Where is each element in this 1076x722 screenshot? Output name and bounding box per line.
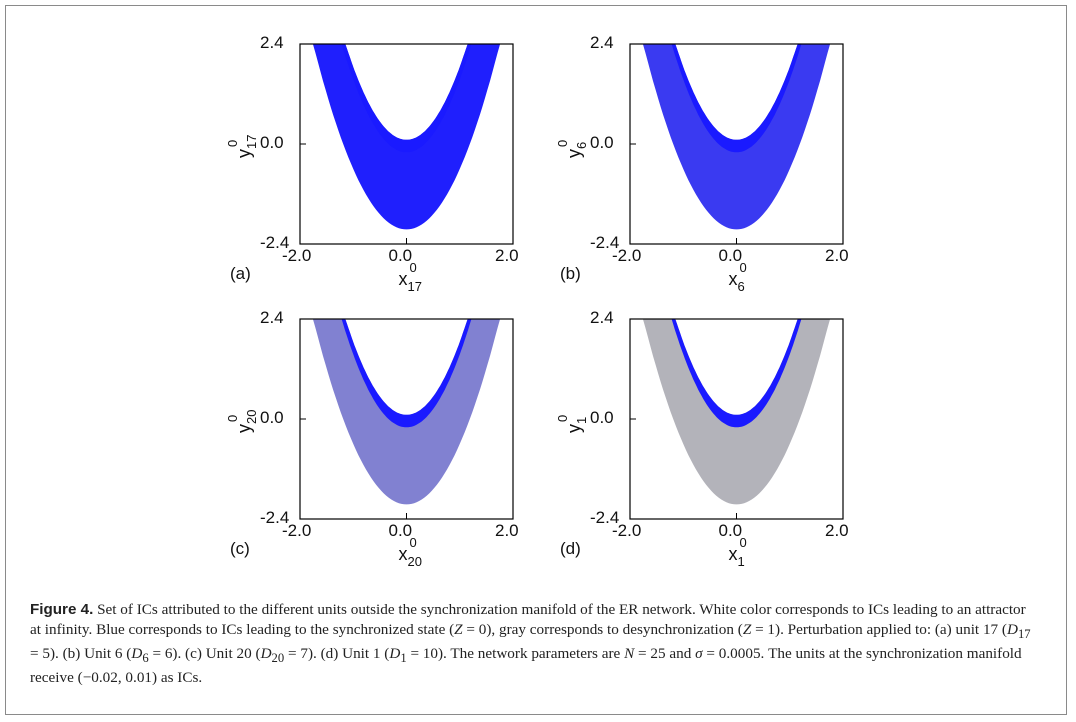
caption-text-3: = 1). Perturbation applied to: (a) unit … (751, 621, 1007, 638)
x-tick-label: 0.0 (388, 246, 413, 265)
caption-d1-sub: 1 (400, 651, 407, 666)
y-tick-label: 0.0 (590, 408, 614, 427)
x-tick-label: 2.0 (825, 521, 849, 540)
caption-text-8: = 25 and (634, 645, 696, 663)
panel-plot-b (629, 43, 844, 245)
caption-d17: D (1007, 621, 1018, 638)
y-tick-label: -2.4 (260, 233, 290, 252)
y-tick-label: -2.4 (260, 508, 290, 527)
x-tick-label: 2.0 (495, 246, 519, 265)
x-axis-label: x1 0 (728, 535, 747, 569)
x-tick-label: -2.0 (612, 246, 642, 265)
y-axis-label: y6 0 (555, 139, 589, 158)
caption-d6-sub: 6 (142, 651, 149, 666)
x-tick-label: -2.0 (282, 246, 312, 265)
caption-text-6: = 7). (d) Unit 1 ( (284, 645, 390, 663)
panel-label: (d) (560, 539, 581, 558)
panel-d: -2.0 0.0 2.0 2.4 0.0 -2.4 (d) x1 0 y1 0 (555, 295, 855, 569)
y-tick-label: -2.4 (590, 508, 620, 527)
caption-text-1: Set of ICs attributed to the different u… (30, 601, 1026, 638)
x-axis-label: x17 0 (398, 260, 422, 294)
x-tick-label: 2.0 (825, 246, 849, 265)
caption-d20-sub: 20 (271, 651, 285, 666)
y-tick-label: 0.0 (590, 133, 614, 152)
figure-caption: Figure 4. Set of ICs attributed to the d… (30, 600, 1040, 688)
caption-text-2: = 0), gray corresponds to desynchronizat… (462, 621, 743, 638)
y-tick-label: 2.4 (260, 308, 284, 327)
figure-4: -2.0 0.0 2.0 2.4 0.0 -2.4 (a) x17 0 y17 0 -2.0 0.0 2… (225, 20, 855, 569)
x-tick-label: 0.0 (718, 521, 743, 540)
caption-sigma: σ (695, 645, 703, 663)
panel-plot-c (299, 318, 514, 520)
caption-d6: D (131, 645, 143, 663)
panel-label: (b) (560, 264, 581, 283)
x-tick-label: 2.0 (495, 521, 519, 540)
caption-d17-sub: 17 (1017, 627, 1031, 642)
caption-title: Figure 4. (30, 601, 94, 618)
x-axis-label: x20 0 (398, 535, 422, 569)
panel-a: -2.0 0.0 2.0 2.4 0.0 -2.4 (a) x17 0 y17 0 (225, 20, 525, 294)
y-tick-label: -2.4 (590, 233, 620, 252)
y-tick-label: 2.4 (590, 308, 614, 327)
panel-b: -2.0 0.0 2.0 2.4 0.0 -2.4 (b) x6 0 y6 0 (555, 20, 855, 294)
caption-text-9: = 0.0005. The units at the synchronizati… (30, 645, 1022, 687)
panel-label: (c) (230, 539, 250, 558)
y-axis-label: y17 0 (225, 134, 259, 158)
caption-z0: Z (454, 621, 463, 638)
y-axis-label: y1 0 (555, 414, 589, 433)
panel-plot-d (629, 318, 844, 520)
y-tick-label: 0.0 (260, 408, 284, 427)
y-axis-label: y20 0 (225, 409, 259, 433)
x-tick-label: 0.0 (388, 521, 413, 540)
caption-n: N (624, 645, 635, 663)
caption-d20: D (260, 645, 272, 663)
caption-text-7: = 10). The network parameters are (406, 645, 625, 663)
y-tick-label: 2.4 (260, 33, 284, 52)
ic-basin-band (635, 44, 838, 230)
x-axis-label: x6 0 (728, 260, 747, 294)
panel-c: -2.0 0.0 2.0 2.4 0.0 -2.4 (c) x20 0 y20 0 (225, 295, 525, 569)
ic-basin-band (305, 319, 508, 505)
x-tick-label: -2.0 (282, 521, 312, 540)
figure-frame (5, 5, 1067, 715)
x-tick-label: 0.0 (718, 246, 743, 265)
x-tick-label: -2.0 (612, 521, 642, 540)
panel-label: (a) (230, 264, 251, 283)
caption-d1: D (389, 645, 401, 663)
ic-basin-band (635, 319, 838, 505)
y-tick-label: 0.0 (260, 133, 284, 152)
caption-text-4: = 5). (b) Unit 6 ( (30, 645, 132, 663)
caption-text-5: = 6). (c) Unit 20 ( (148, 645, 261, 663)
panel-plot-a (299, 43, 514, 245)
caption-z1: Z (742, 621, 752, 638)
ic-basin-band (305, 44, 508, 230)
y-tick-label: 2.4 (590, 33, 614, 52)
